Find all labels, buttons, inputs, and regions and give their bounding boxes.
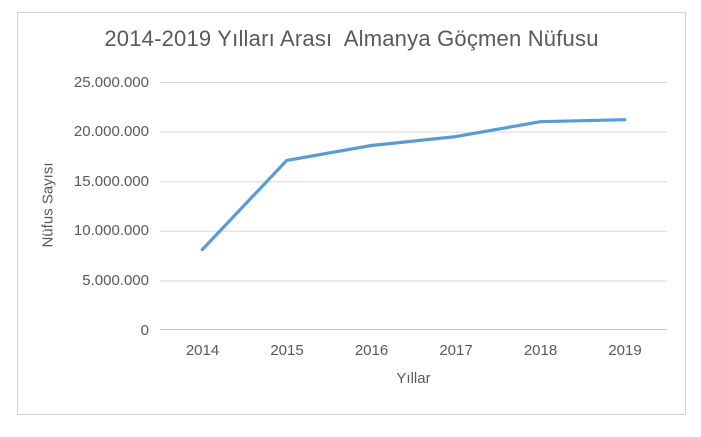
- x-tick-label: 2015: [270, 342, 304, 359]
- x-tick-label: 2018: [523, 342, 558, 359]
- y-tick-label: 10.000.000: [73, 222, 149, 240]
- y-tick-label: 0: [140, 321, 149, 339]
- x-tick-label: 2019: [608, 342, 642, 359]
- x-tick-label: 2016: [354, 342, 389, 359]
- x-axis-title: Yıllar: [396, 370, 431, 387]
- x-tick-label: 2017: [439, 342, 473, 359]
- plot-area: [160, 82, 667, 330]
- data-line: [200, 118, 627, 252]
- y-tick-label: 20.000.000: [73, 123, 149, 141]
- chart-frame: 2014-2019 Yılları Arası Almanya Göçmen N…: [17, 12, 686, 415]
- y-tick-label: 15.000.000: [73, 172, 149, 190]
- chart-title: 2014-2019 Yılları Arası Almanya Göçmen N…: [104, 26, 599, 51]
- y-tick-label: 5.000.000: [82, 271, 149, 289]
- y-tick-label: 25.000.000: [73, 73, 149, 91]
- x-tick-label: 2014: [185, 342, 220, 359]
